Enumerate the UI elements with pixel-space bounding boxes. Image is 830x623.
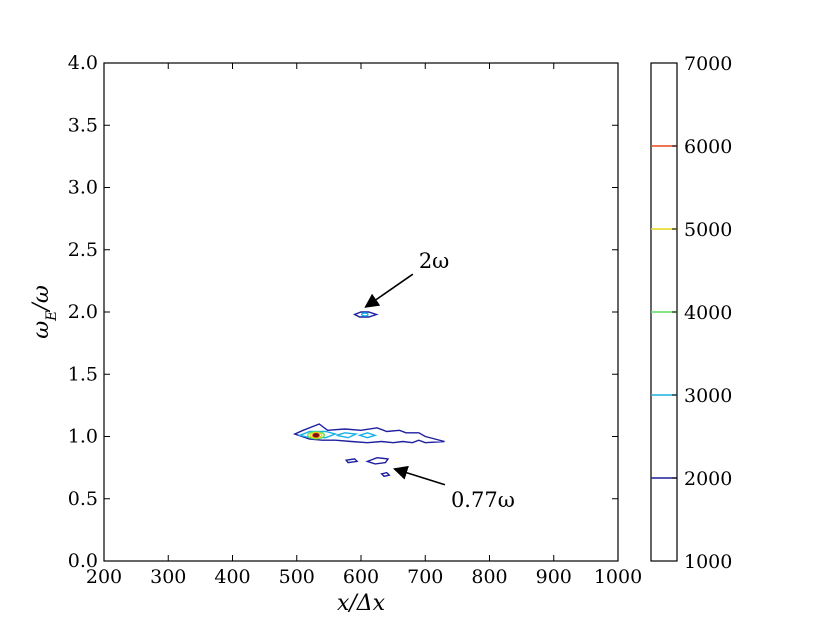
- colorbar-tick-label: 6000: [684, 136, 732, 158]
- x-tick-label: 800: [471, 566, 507, 588]
- contour-low-2: [365, 456, 390, 465]
- y-tick-label: 3.0: [68, 177, 98, 199]
- x-tick-label: 200: [86, 566, 122, 588]
- annotation-label: 0.77ω: [451, 488, 515, 512]
- x-tick-label: 300: [150, 566, 186, 588]
- contour-low-1: [344, 458, 359, 464]
- y-tick-label: 4.0: [68, 52, 98, 74]
- y-tick-label: 3.5: [68, 114, 98, 136]
- contour-2000-main: [292, 423, 445, 444]
- contour-2w-inner: [360, 312, 369, 317]
- y-tick-label: 1.5: [68, 363, 98, 385]
- colorbar-tick-label: 1000: [684, 551, 732, 573]
- x-tick-label: 500: [279, 566, 315, 588]
- x-axis-label: x/Δx: [337, 591, 386, 616]
- x-tick-label: 700: [407, 566, 443, 588]
- annotations: 2ω 0.77ω: [364, 249, 515, 512]
- contour-lines: [292, 311, 445, 478]
- x-axis-ticks: 200 300 400 500 600 700 800 900 1000: [86, 63, 642, 588]
- x-tick-label: 900: [536, 566, 572, 588]
- y-axis-label: ωE/ω: [29, 285, 60, 339]
- colorbar-tick-label: 7000: [684, 53, 732, 75]
- colorbar-tick-label: 5000: [684, 219, 732, 241]
- x-tick-label: 600: [343, 566, 379, 588]
- contour-3000-lobe2: [357, 432, 378, 439]
- y-tick-label: 1.0: [68, 426, 98, 448]
- contour-4000-core: [306, 431, 326, 440]
- annotation-arrow: [393, 465, 446, 486]
- y-tick-label: 2.0: [68, 301, 98, 323]
- contour-low-3: [380, 471, 391, 478]
- contour-2w: [352, 311, 379, 318]
- contour-3000-lobe1: [336, 432, 359, 439]
- y-axis-ticks: 0.0 0.5 1.0 1.5 2.0 2.5 3.0 3.5 4.0: [68, 52, 618, 572]
- x-tick-label: 400: [214, 566, 250, 588]
- contour-5000-core: [309, 431, 323, 439]
- y-tick-label: 0.5: [68, 488, 98, 510]
- colorbar-tick-label: 3000: [684, 385, 732, 407]
- y-tick-label: 0.0: [68, 550, 98, 572]
- annotation-arrow: [364, 273, 414, 308]
- colorbar-tick-label: 2000: [684, 468, 732, 490]
- x-tick-label: 1000: [594, 566, 642, 588]
- colorbar-tick-label: 4000: [684, 302, 732, 324]
- colorbar-levels: 1000 2000 3000 4000 5000 6000 7000: [651, 53, 732, 573]
- annotation-label: 2ω: [419, 249, 450, 273]
- y-tick-label: 2.5: [68, 239, 98, 261]
- contour-peak: [313, 433, 320, 438]
